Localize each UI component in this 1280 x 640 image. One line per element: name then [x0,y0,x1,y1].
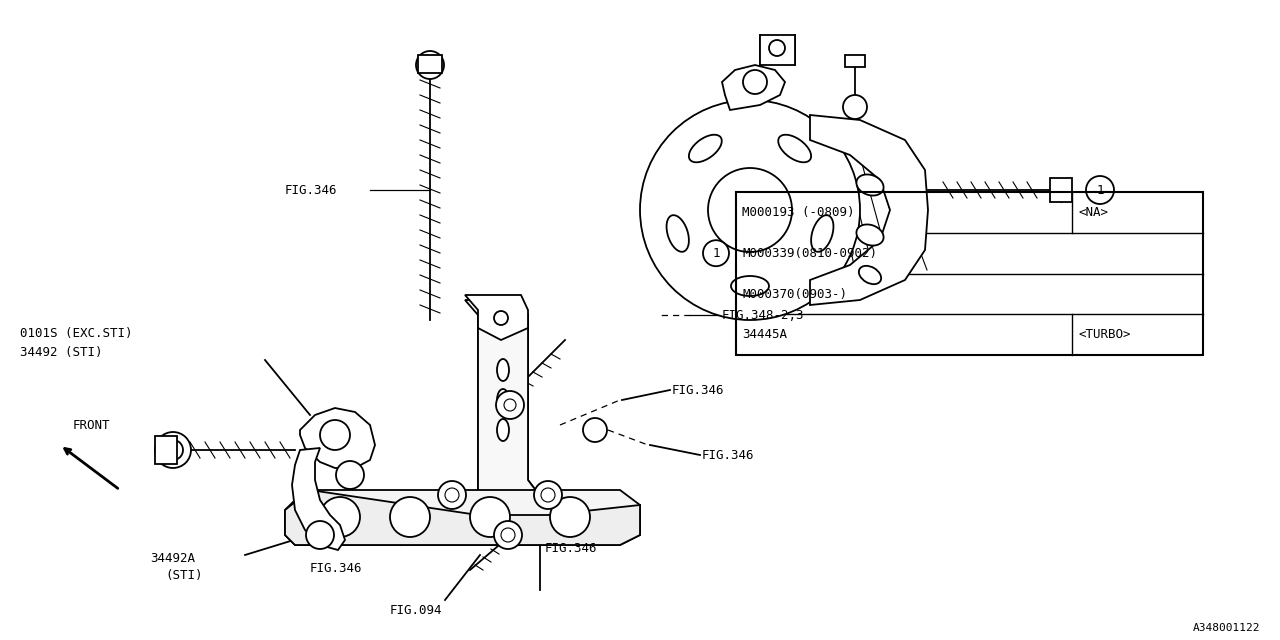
Text: 0101S (EXC.STI): 0101S (EXC.STI) [20,326,133,339]
Ellipse shape [856,175,883,196]
Bar [760,35,795,65]
Text: M000370(0903-): M000370(0903-) [742,287,847,301]
Text: 34492A: 34492A [150,552,195,564]
Text: FIG.094: FIG.094 [390,604,443,616]
Text: A348001122: A348001122 [1193,623,1260,633]
Ellipse shape [497,359,509,381]
Polygon shape [465,300,548,515]
Polygon shape [477,300,548,530]
Polygon shape [465,295,529,340]
Text: 34492 (STI): 34492 (STI) [20,346,102,358]
Text: 1: 1 [1096,184,1103,196]
Circle shape [494,311,508,325]
Text: 34445A: 34445A [742,328,787,341]
Polygon shape [292,448,346,550]
Polygon shape [810,115,928,305]
Text: FIG.346: FIG.346 [672,383,724,397]
Circle shape [416,51,444,79]
Circle shape [438,481,466,509]
Text: (STI): (STI) [165,568,202,582]
Circle shape [320,497,360,537]
Bar [419,55,442,73]
Circle shape [470,497,509,537]
Ellipse shape [778,135,812,163]
Bar [1050,178,1073,202]
Circle shape [504,399,516,411]
Circle shape [534,481,562,509]
Text: <NA>: <NA> [1078,206,1108,219]
Text: 1: 1 [712,246,719,260]
Circle shape [703,240,730,266]
Circle shape [337,461,364,489]
Text: FIG.346: FIG.346 [545,541,598,554]
Circle shape [320,420,349,450]
Circle shape [582,418,607,442]
Circle shape [844,95,867,119]
Text: <TURBO>: <TURBO> [1078,328,1132,341]
Polygon shape [300,408,375,468]
Circle shape [497,391,524,419]
Circle shape [494,521,522,549]
Text: FIG.348-2,3: FIG.348-2,3 [722,308,805,321]
Bar [155,436,177,464]
Polygon shape [285,490,640,545]
Ellipse shape [812,215,833,252]
Circle shape [155,432,191,468]
Circle shape [1085,176,1114,204]
Text: FIG.346: FIG.346 [310,561,362,575]
Ellipse shape [859,266,881,284]
Bar [736,192,1203,355]
Circle shape [306,521,334,549]
Circle shape [541,488,556,502]
Circle shape [163,440,183,460]
Polygon shape [722,65,785,110]
Text: M000339(0810-0902): M000339(0810-0902) [742,246,877,260]
Text: FIG.346: FIG.346 [701,449,754,461]
Circle shape [769,40,785,56]
Ellipse shape [856,225,883,246]
Circle shape [500,528,515,542]
Circle shape [640,100,860,320]
Bar [845,55,865,67]
Circle shape [390,497,430,537]
Ellipse shape [689,135,722,163]
Ellipse shape [667,215,689,252]
Circle shape [742,70,767,94]
Text: M000193 (-0809): M000193 (-0809) [742,206,855,219]
Text: FIG.346: FIG.346 [285,184,338,196]
Text: FRONT: FRONT [73,419,110,431]
Ellipse shape [497,419,509,441]
Ellipse shape [497,389,509,411]
Circle shape [445,488,460,502]
Circle shape [550,497,590,537]
Polygon shape [285,490,640,545]
Ellipse shape [731,276,769,296]
Circle shape [708,168,792,252]
